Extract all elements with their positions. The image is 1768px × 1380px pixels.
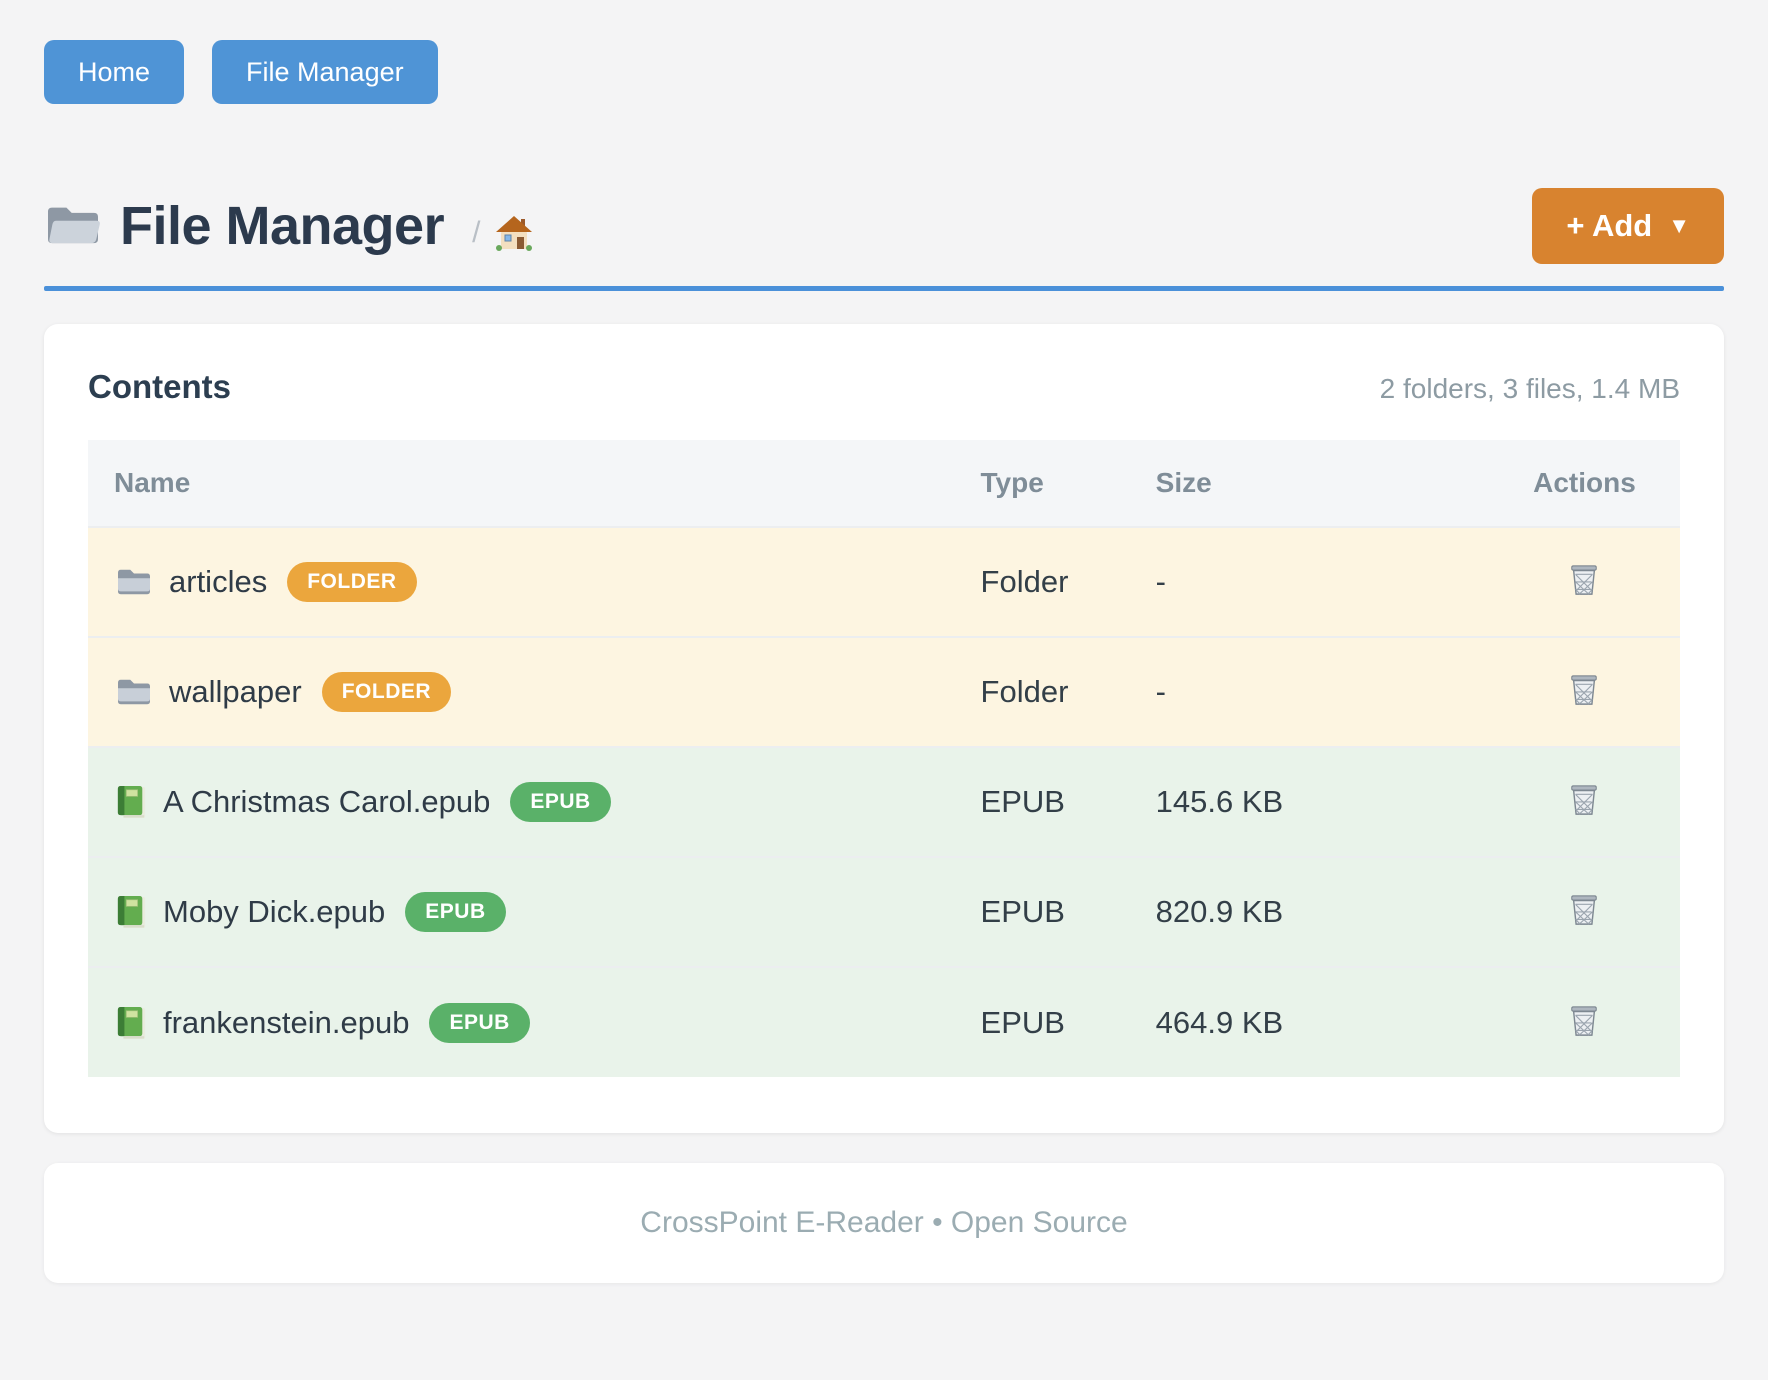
breadcrumb-separator: / [472,216,481,249]
file-name-link[interactable]: articles [169,564,268,599]
table-row: frankenstein.epub EPUB EPUB 464.9 KB [88,967,1680,1077]
add-button-label: + Add [1566,208,1653,243]
title-group: File Manager / [44,195,534,257]
type-cell: Folder [980,564,1069,599]
table-header-row: Name Type Size Actions [88,440,1680,527]
column-header-size: Size [1154,440,1489,527]
file-name-link[interactable]: Moby Dick.epub [163,894,386,929]
type-cell: EPUB [980,1004,1065,1040]
size-cell: 464.9 KB [1155,1004,1284,1040]
wastebasket-icon [1568,1003,1600,1039]
delete-button[interactable] [1564,888,1604,932]
epub-badge: EPUB [510,782,611,822]
wastebasket-icon [1568,892,1600,928]
table-row: Moby Dick.epub EPUB EPUB 820.9 KB [88,857,1680,967]
contents-card-header: Contents 2 folders, 3 files, 1.4 MB [88,368,1680,406]
add-button[interactable]: + Add ▼ [1532,188,1724,264]
file-table: Name Type Size Actions articles FOLDER F… [88,440,1680,1077]
folder-badge: FOLDER [287,562,417,602]
column-header-name: Name [88,440,980,527]
delete-button[interactable] [1564,558,1604,602]
size-cell: 820.9 KB [1155,894,1284,929]
page-header: File Manager / + Add ▼ [44,188,1724,264]
page-title: File Manager [120,196,445,256]
type-cell: Folder [980,674,1069,709]
contents-summary: 2 folders, 3 files, 1.4 MB [1379,373,1680,404]
footer-text: CrossPoint E-Reader • Open Source [640,1206,1128,1239]
green-book-icon [115,784,147,820]
caret-down-icon: ▼ [1668,213,1690,238]
green-book-icon [115,894,147,930]
breadcrumb-home-link[interactable] [494,213,534,253]
breadcrumb: / [472,213,534,253]
column-header-actions: Actions [1488,440,1680,527]
wastebasket-icon [1568,672,1600,708]
wastebasket-icon [1568,562,1600,598]
delete-button[interactable] [1564,668,1604,712]
wastebasket-icon [1568,782,1600,818]
type-cell: EPUB [980,784,1065,819]
column-header-type: Type [979,440,1155,527]
contents-card: Contents 2 folders, 3 files, 1.4 MB Name… [44,324,1724,1133]
folder-badge: FOLDER [321,672,452,712]
table-row: A Christmas Carol.epub EPUB EPUB 145.6 K… [88,747,1680,857]
page: Home File Manager File Manager / + Add ▼… [44,40,1724,1283]
top-nav: Home File Manager [44,40,1724,104]
nav-file-manager-button[interactable]: File Manager [212,40,438,104]
delete-button[interactable] [1564,778,1604,822]
open-folder-icon [44,201,102,251]
folder-icon [115,566,153,598]
green-book-icon [115,1005,147,1041]
type-cell: EPUB [980,894,1065,929]
size-cell: - [1155,674,1166,709]
house-icon [494,213,534,253]
delete-button[interactable] [1564,999,1604,1043]
table-row: wallpaper FOLDER Folder - [88,637,1680,747]
nav-home-button[interactable]: Home [44,40,185,104]
size-cell: 145.6 KB [1155,784,1284,819]
size-cell: - [1155,564,1166,599]
table-row: articles FOLDER Folder - [88,527,1680,637]
contents-heading: Contents [88,368,231,405]
file-name-link[interactable]: wallpaper [169,674,302,709]
footer: CrossPoint E-Reader • Open Source [44,1163,1724,1283]
file-name-link[interactable]: A Christmas Carol.epub [163,784,491,819]
file-name-link[interactable]: frankenstein.epub [163,1004,410,1040]
epub-badge: EPUB [405,892,506,932]
title-divider [44,286,1724,291]
epub-badge: EPUB [429,1002,530,1043]
folder-icon [115,676,153,708]
